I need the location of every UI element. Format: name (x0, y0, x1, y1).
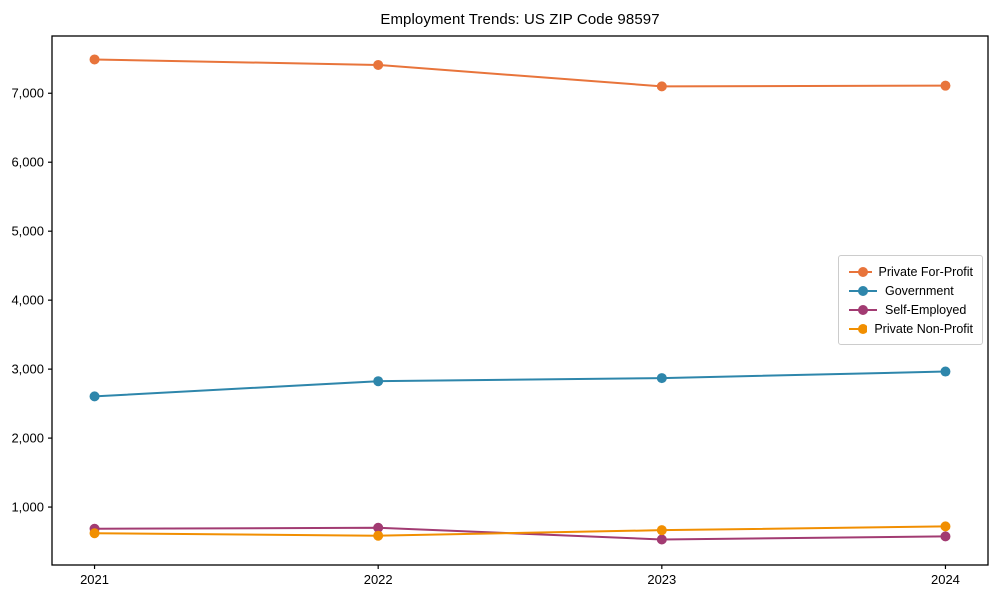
legend-label: Private For-Profit (878, 264, 973, 279)
series-line-government (93, 370, 947, 398)
legend-marker-icon (849, 323, 868, 334)
data-point-private-non-profit-2023 (656, 525, 667, 536)
legend: Private For-Profit Government Self-Employe… (838, 255, 983, 345)
data-point-private-for-profit-2021 (89, 54, 100, 65)
x-tick-label: 2023 (647, 572, 676, 587)
data-point-government-2024 (940, 366, 951, 377)
data-point-private-non-profit-2021 (89, 528, 100, 539)
legend-item-government: Government (848, 281, 973, 300)
y-tick-label: 6,000 (11, 155, 44, 170)
data-point-private-for-profit-2023 (656, 81, 667, 92)
y-tick-label: 3,000 (11, 362, 44, 377)
legend-item-self-employed: Self-Employed (848, 300, 973, 319)
legend-marker-icon (849, 304, 877, 315)
data-point-self-employed-2024 (940, 531, 951, 542)
legend-item-private-for-profit: Private For-Profit (848, 262, 973, 281)
data-point-private-for-profit-2024 (940, 80, 951, 91)
data-point-government-2021 (89, 391, 100, 402)
legend-label: Government (885, 283, 954, 298)
legend-label: Self-Employed (885, 302, 967, 317)
data-point-government-2022 (373, 376, 384, 387)
x-tick-label: 2022 (364, 572, 393, 587)
data-point-private-for-profit-2022 (373, 59, 384, 70)
y-tick-label: 1,000 (11, 500, 44, 515)
legend-item-private-non-profit: Private Non-Profit (848, 319, 973, 338)
y-tick-label: 5,000 (11, 224, 44, 239)
data-point-self-employed-2022 (373, 522, 384, 533)
y-tick-label: 4,000 (11, 293, 44, 308)
data-point-self-employed-2023 (656, 534, 667, 545)
legend-marker-icon (849, 285, 877, 296)
data-point-private-non-profit-2024 (940, 521, 951, 532)
legend-label: Private Non-Profit (874, 321, 973, 336)
series-line-private-non-profit (93, 525, 947, 537)
chart-title: Employment Trends: US ZIP Code 98597 (380, 11, 660, 28)
data-point-government-2023 (656, 373, 667, 384)
legend-marker-icon (849, 266, 872, 277)
data-point-private-non-profit-2022 (373, 530, 384, 541)
series-line-private-for-profit (93, 58, 947, 88)
x-tick-label: 2024 (931, 572, 960, 587)
y-tick-label: 7,000 (11, 86, 44, 101)
y-tick-label: 2,000 (11, 431, 44, 446)
x-tick-label: 2021 (80, 572, 109, 587)
